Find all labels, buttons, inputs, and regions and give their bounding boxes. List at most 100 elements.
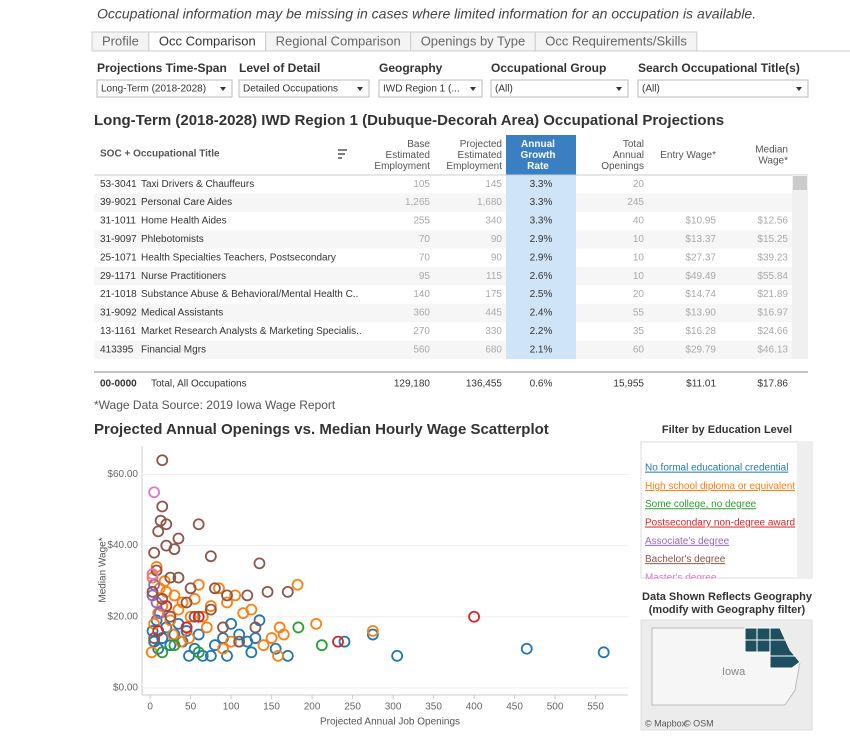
cell-entry: $10.95	[685, 216, 716, 227]
cell-median: $24.66	[757, 326, 788, 337]
cell-base: 105	[413, 179, 430, 190]
point	[184, 610, 197, 623]
column-header: Total Annual Openings	[601, 139, 644, 172]
cell-projected: 90	[491, 252, 503, 263]
cell-openings: 245	[627, 197, 644, 208]
x-tick-label: 550	[587, 702, 604, 713]
y-tick-label: $20.00	[107, 611, 138, 622]
point	[172, 571, 185, 584]
x-axis-label: Projected Annual Job Openings	[320, 717, 460, 728]
point	[291, 578, 304, 591]
dropdown-value[interactable]: IWD Region 1 (...	[383, 84, 460, 95]
point	[292, 621, 305, 634]
filter-label: Projections Time-Span	[97, 61, 227, 75]
cell-base: 270	[413, 326, 430, 337]
point	[148, 632, 161, 644]
tab-box[interactable]	[534, 31, 698, 52]
tab[interactable]: Openings by Type	[421, 33, 526, 48]
y-tick-label: $40.00	[107, 540, 138, 551]
tab[interactable]: Profile	[102, 33, 139, 48]
cell-growth: 2.4%	[530, 308, 553, 319]
map-label: Iowa	[722, 666, 746, 678]
dropdown-value[interactable]: Long-Term (2018-2028)	[101, 84, 206, 95]
tab[interactable]: Regional Comparison	[276, 33, 401, 48]
legend-box	[640, 441, 813, 579]
point	[332, 635, 344, 648]
legend-item[interactable]: No formal educational credential	[645, 463, 788, 474]
dropdown[interactable]	[96, 79, 233, 98]
cell-projected: 340	[485, 216, 502, 227]
legend-item[interactable]: High school diploma or equivalent	[645, 481, 795, 492]
cell-openings: 10	[633, 252, 645, 263]
point	[468, 610, 481, 623]
scrollbar	[792, 175, 808, 359]
cell-median: $16.97	[757, 308, 788, 319]
dropdown[interactable]	[238, 79, 370, 98]
dropdown-value[interactable]: Detailed Occupations	[243, 84, 338, 95]
legend-item[interactable]: Some college, no degree	[645, 499, 757, 510]
x-tick-label: 350	[425, 702, 442, 713]
point	[164, 614, 177, 627]
point	[200, 621, 213, 634]
cell-entry: $16.28	[685, 326, 716, 337]
soc-code: 13-1161	[100, 326, 136, 337]
legend-item[interactable]: Postsecondary non-degree award	[645, 518, 795, 529]
occ-title: Taxi Drivers & Chauffeurs	[141, 179, 254, 190]
point	[168, 543, 181, 556]
tab[interactable]: Occ Requirements/Skills	[545, 33, 687, 48]
cell-median: $17.86	[757, 379, 788, 390]
legend-item[interactable]: Associate's degree	[645, 536, 730, 547]
soc-code: 53-3041	[100, 179, 137, 190]
soc-code: 31-9092	[100, 308, 137, 319]
row-band	[576, 340, 792, 359]
occ-title: Phlebotomists	[141, 234, 204, 245]
tab[interactable]: Occ Comparison	[159, 33, 256, 48]
point	[366, 625, 379, 637]
point	[204, 603, 217, 616]
point	[146, 625, 159, 637]
cell-base: 255	[413, 216, 430, 227]
occ-title: Health Specialties Teachers, Postseconda…	[141, 252, 336, 263]
dropdown-value[interactable]: (All)	[495, 84, 513, 95]
cell-growth: 2.6%	[530, 271, 553, 282]
point	[237, 607, 250, 620]
point	[204, 550, 217, 563]
cell-openings: 10	[633, 234, 645, 245]
cell-growth: 2.1%	[530, 344, 553, 355]
cell-base: 140	[413, 289, 430, 300]
point	[261, 585, 274, 598]
cell-median: $15.25	[757, 234, 788, 245]
cell-median: $46.13	[757, 344, 788, 355]
dropdown[interactable]	[378, 79, 483, 98]
point	[180, 625, 193, 637]
soc-code: 39-9021	[100, 197, 137, 208]
row-band	[94, 340, 506, 359]
region-grid	[745, 628, 795, 668]
cell-openings: 15,955	[613, 379, 644, 390]
cell-projected: 330	[485, 326, 502, 337]
cell-entry: $27.37	[685, 252, 716, 263]
point	[213, 582, 225, 595]
dropdown[interactable]	[490, 79, 629, 98]
row-band	[576, 303, 792, 323]
point	[217, 642, 229, 655]
filter-label: Search Occupational Title(s)	[638, 61, 800, 75]
cell-base: 560	[413, 344, 430, 355]
dropdown-value[interactable]: (All)	[642, 84, 660, 95]
dropdown[interactable]	[637, 79, 809, 98]
cell-openings: 55	[633, 308, 645, 319]
cell-entry: $13.90	[685, 308, 716, 319]
scroll-thumb[interactable]	[793, 176, 807, 190]
cell-growth: 3.3%	[530, 216, 553, 227]
legend-item[interactable]: Master's degree	[645, 572, 717, 583]
legend-item[interactable]: Bachelor's degree	[645, 554, 726, 565]
column-header: Base Estimated Employment	[374, 139, 430, 172]
point	[196, 610, 209, 623]
column-header: Projected Estimated Employment	[446, 139, 502, 172]
x-tick-label: 200	[304, 702, 321, 713]
point	[257, 639, 270, 652]
point	[192, 628, 205, 641]
point	[241, 635, 254, 648]
x-tick-label: 150	[263, 702, 280, 713]
row-band	[94, 193, 506, 212]
